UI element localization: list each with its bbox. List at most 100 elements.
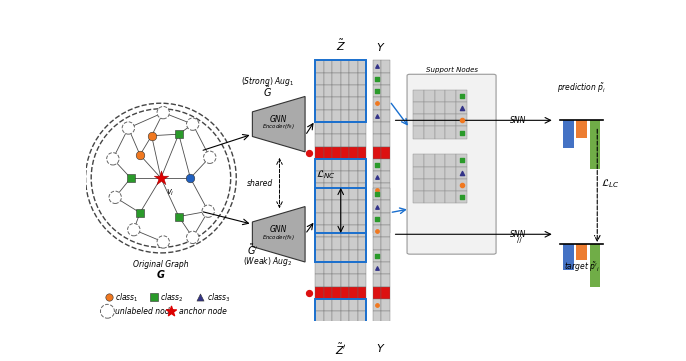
Text: $\boldsymbol{G}$: $\boldsymbol{G}$: [156, 268, 166, 280]
Bar: [341, 221, 349, 233]
Bar: [341, 311, 349, 323]
Bar: [315, 85, 324, 97]
Bar: [456, 191, 467, 204]
Bar: [372, 238, 381, 250]
Bar: [324, 73, 332, 85]
Text: Support Nodes: Support Nodes: [425, 67, 477, 73]
Bar: [349, 85, 358, 97]
Bar: [372, 323, 381, 336]
Bar: [434, 102, 445, 114]
Bar: [424, 154, 434, 166]
Bar: [332, 85, 341, 97]
Bar: [349, 262, 358, 274]
Text: $class_1$: $class_1$: [115, 291, 139, 304]
Bar: [324, 134, 332, 147]
Text: $\tilde{Z}'$: $\tilde{Z}'$: [335, 342, 346, 357]
Text: $Y$: $Y$: [376, 342, 386, 354]
Bar: [372, 73, 381, 85]
FancyBboxPatch shape: [407, 74, 496, 254]
Bar: [324, 159, 332, 171]
Bar: [315, 200, 324, 213]
Point: [371, 162, 382, 168]
Point: [185, 175, 196, 181]
Bar: [456, 126, 467, 139]
Bar: [381, 238, 390, 250]
Point: [371, 216, 382, 222]
Bar: [358, 213, 366, 225]
Point: [104, 295, 115, 300]
Bar: [381, 122, 390, 134]
Bar: [413, 126, 424, 139]
Point: [371, 302, 382, 308]
Text: shared: shared: [247, 179, 273, 188]
Point: [371, 191, 382, 197]
Bar: [341, 85, 349, 97]
Bar: [358, 311, 366, 323]
Bar: [315, 60, 366, 122]
Bar: [315, 171, 324, 183]
Bar: [332, 109, 341, 122]
Bar: [413, 179, 424, 191]
Point: [456, 93, 467, 99]
Text: $\mathcal{L}_{LC}$: $\mathcal{L}_{LC}$: [601, 177, 619, 190]
Ellipse shape: [107, 153, 119, 165]
Bar: [358, 262, 366, 274]
Bar: [332, 159, 341, 171]
Bar: [332, 183, 341, 196]
Polygon shape: [252, 206, 305, 262]
Bar: [324, 60, 332, 73]
Point: [146, 133, 157, 139]
Bar: [445, 191, 456, 204]
Bar: [381, 188, 390, 200]
Bar: [372, 274, 381, 287]
Bar: [315, 311, 324, 323]
Point: [134, 152, 145, 158]
Bar: [349, 97, 358, 109]
Bar: [434, 90, 445, 102]
Bar: [341, 171, 349, 183]
Bar: [358, 183, 366, 196]
Bar: [341, 225, 349, 238]
Bar: [341, 122, 349, 134]
Bar: [315, 274, 324, 287]
Bar: [349, 73, 358, 85]
Bar: [315, 159, 366, 233]
Point: [371, 64, 382, 69]
Bar: [349, 171, 358, 183]
Bar: [372, 250, 381, 262]
Bar: [563, 120, 574, 148]
Bar: [349, 60, 358, 73]
Bar: [576, 244, 587, 260]
Bar: [381, 208, 390, 221]
Bar: [332, 171, 341, 183]
Bar: [332, 208, 341, 221]
Bar: [372, 183, 381, 196]
Point: [456, 195, 467, 200]
Bar: [381, 97, 390, 109]
Bar: [315, 188, 366, 262]
Bar: [372, 97, 381, 109]
Bar: [456, 90, 467, 102]
Text: $(Weak)\ Aug_2$: $(Weak)\ Aug_2$: [243, 255, 293, 268]
Point: [456, 117, 467, 123]
Bar: [349, 274, 358, 287]
Bar: [358, 134, 366, 147]
Point: [371, 265, 382, 271]
Bar: [315, 299, 324, 311]
Bar: [381, 213, 390, 225]
Bar: [349, 311, 358, 323]
Text: $\tilde{G}'$: $\tilde{G}'$: [247, 243, 258, 257]
Bar: [372, 221, 381, 233]
Bar: [372, 60, 381, 73]
Bar: [358, 122, 366, 134]
Bar: [381, 73, 390, 85]
Point: [371, 174, 382, 180]
Point: [174, 214, 185, 219]
Bar: [324, 274, 332, 287]
Bar: [358, 274, 366, 287]
Bar: [332, 122, 341, 134]
Bar: [372, 188, 381, 200]
Bar: [381, 85, 390, 97]
Bar: [372, 85, 381, 97]
Bar: [445, 114, 456, 126]
